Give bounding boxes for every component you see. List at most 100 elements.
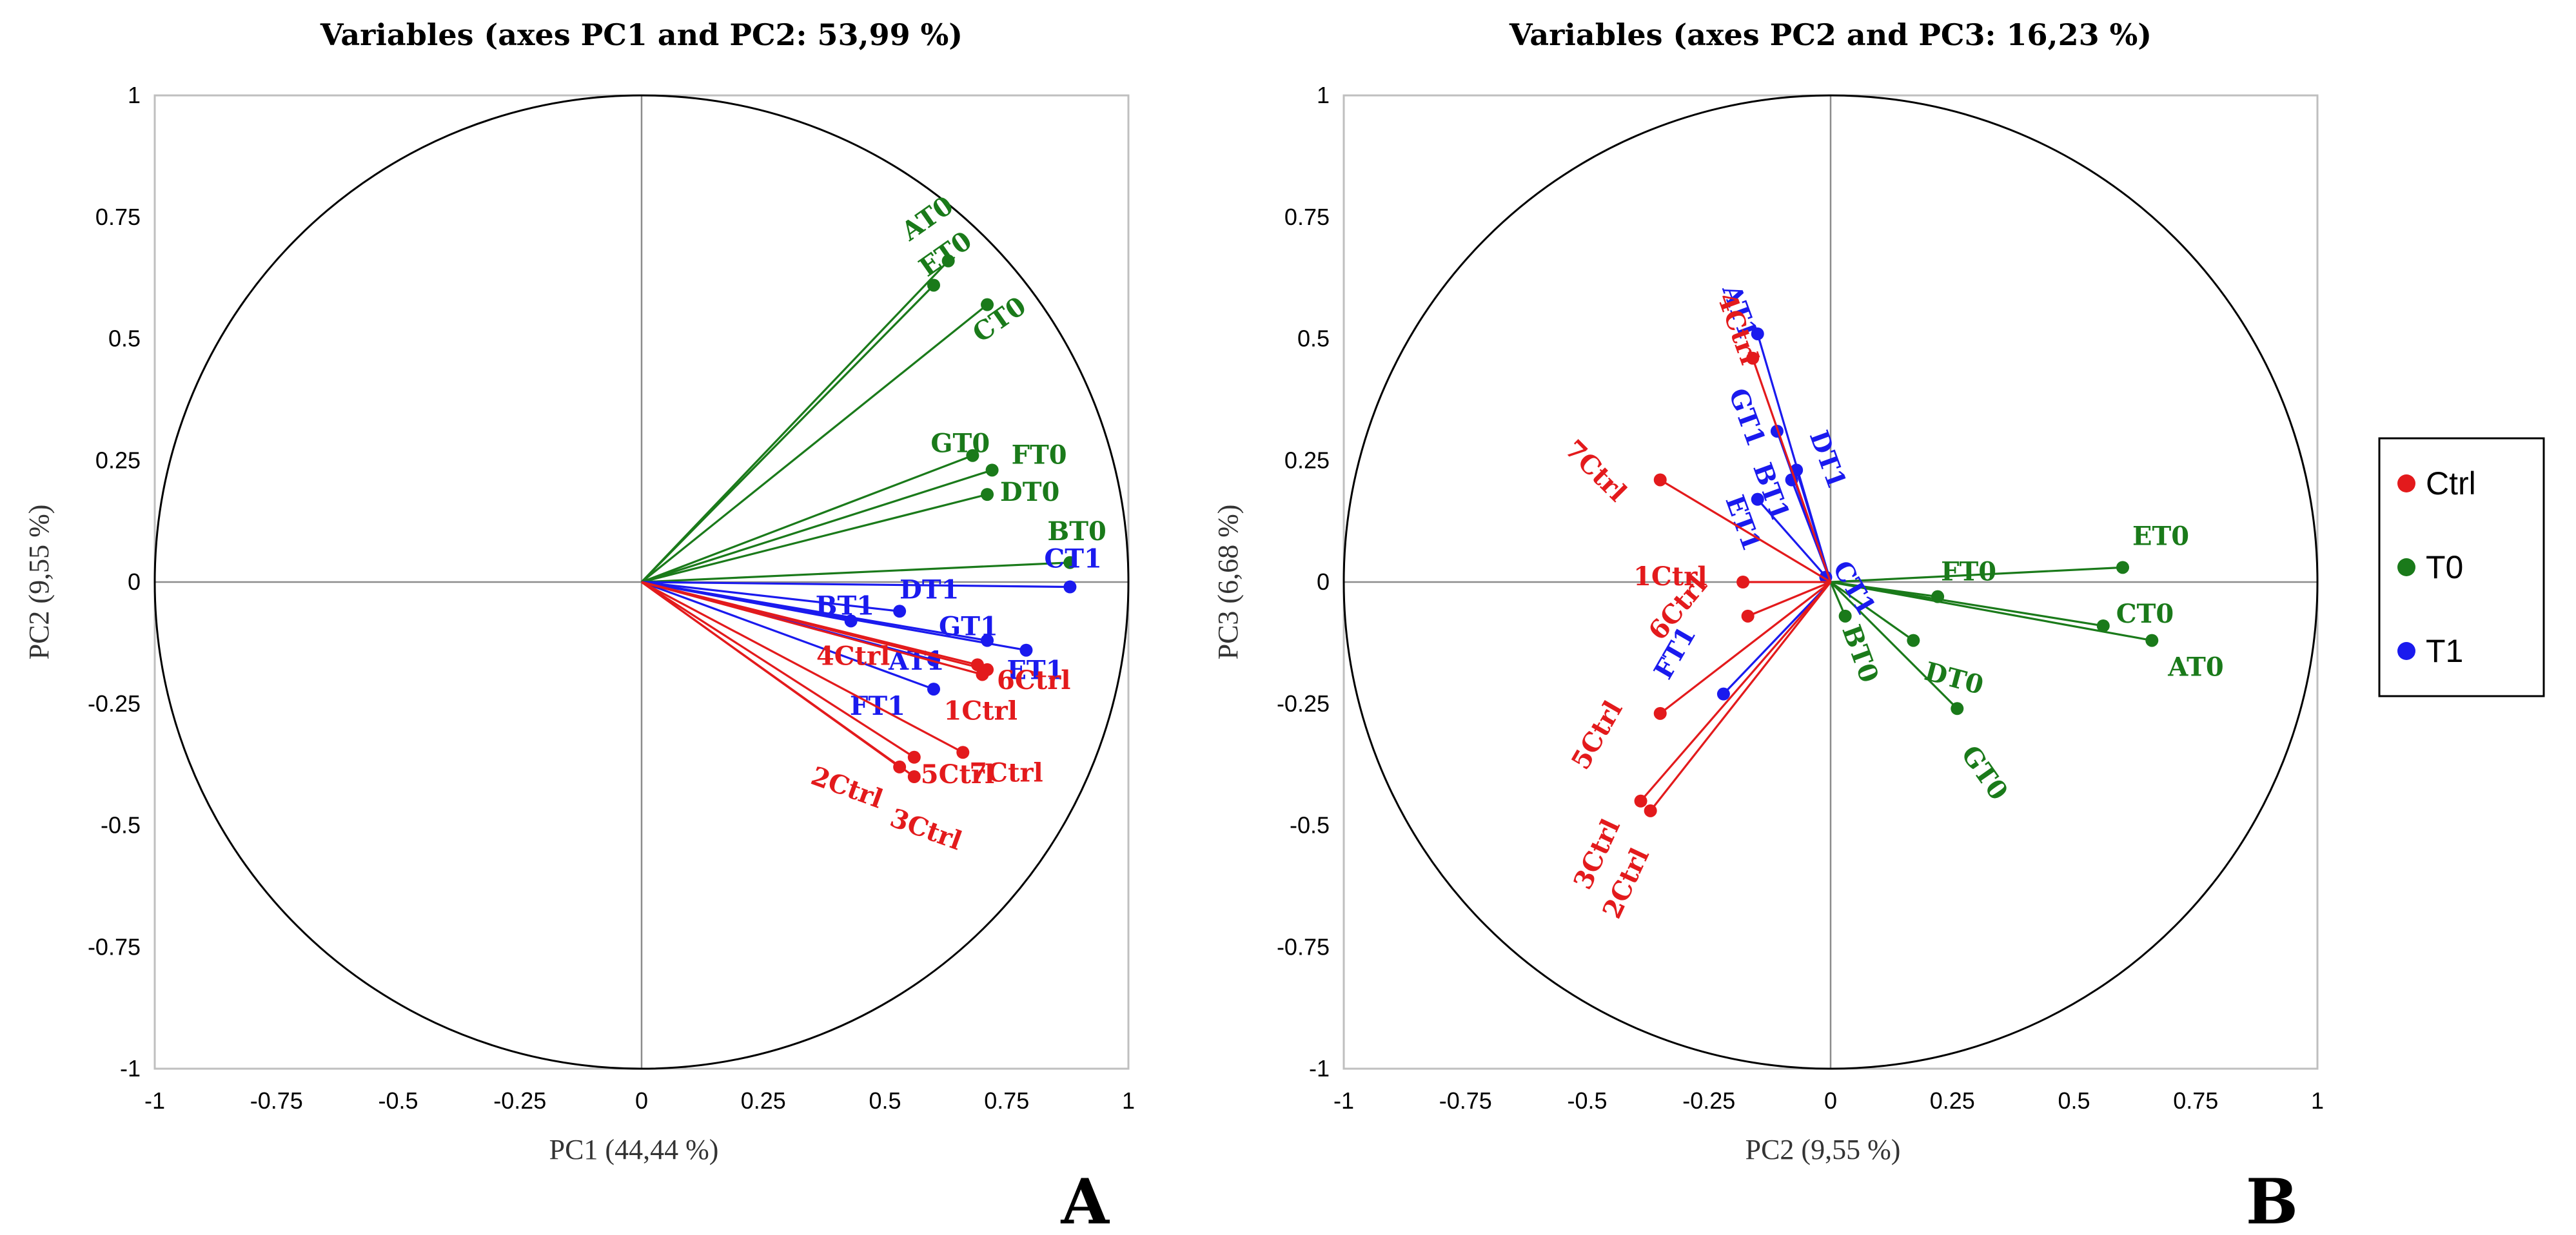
data-point [1644,804,1657,817]
x-axis-label: PC2 (9,55 %) [1745,1134,1901,1165]
loading-vector [641,581,915,759]
loading-vector [1830,566,2123,583]
data-point [981,298,994,311]
data-label: DT1 [1804,427,1853,493]
data-label: 6Ctrl [997,665,1070,695]
data-label: CT0 [2116,599,2174,629]
y-tick-label: 1 [128,82,141,108]
y-tick-label: -0.75 [1277,933,1330,960]
x-tick-label: 1 [2311,1087,2324,1114]
x-tick-label: -0.5 [1567,1087,1607,1114]
data-label: 5Ctrl [921,759,994,790]
data-point [927,278,940,292]
loading-vector [1751,358,1832,583]
data-point [1716,687,1730,701]
y-tick-label: -0.5 [101,812,141,839]
chart-title: Variables (axes PC2 and PC3: 16,23 %) [1509,17,2152,52]
loading-vector [1640,581,1832,802]
data-label: FT0 [1941,557,1996,587]
loading-vector [641,561,1070,583]
data-point [1751,492,1764,506]
data-label: 7Ctrl [969,757,1043,788]
data-label: BT0 [1047,516,1106,547]
data-label: CT0 [967,291,1032,349]
loading-vector [1830,581,2152,642]
legend-marker [2397,642,2415,660]
y-tick-label: -0.5 [1290,812,1330,839]
loading-vector [641,581,900,612]
loading-vector [641,581,1070,588]
data-label: DT0 [1922,656,1987,701]
data-label: 5Ctrl [1566,695,1629,775]
data-point [1931,590,1945,603]
loading-vector [641,581,978,666]
data-point [907,770,921,783]
data-point [1838,609,1852,623]
y-tick-label: 0.75 [95,204,141,230]
loading-vector [1830,581,1914,641]
x-tick-label: -0.75 [1439,1087,1492,1114]
y-tick-label: 0.75 [1284,204,1330,230]
y-tick-label: 0 [1317,569,1330,595]
x-tick-label: 0.25 [741,1087,786,1114]
x-tick-label: 0 [1824,1087,1837,1114]
y-tick-label: 0.5 [108,326,141,352]
y-tick-label: -0.25 [1277,690,1330,717]
data-point [1653,706,1667,720]
data-label: FT0 [1012,440,1067,470]
loading-vector [641,493,988,583]
data-point [927,683,940,696]
y-tick-label: 0.25 [1284,447,1330,473]
loading-vector [641,469,993,583]
data-point [1063,580,1077,594]
data-label: 1Ctrl [944,695,1018,726]
legend-label: T1 [2426,633,2463,669]
loading-vector [1829,581,1958,710]
chart-title: Variables (axes PC1 and PC2: 53,99 %) [320,17,963,52]
x-tick-label: -1 [1333,1087,1354,1114]
x-tick-label: 0.75 [984,1087,1029,1114]
loading-vector [641,581,1027,652]
y-tick-label: 1 [1317,82,1330,108]
legend-label: T0 [2426,549,2463,585]
data-point [2145,634,2159,647]
data-point [970,658,984,672]
data-point [1741,609,1755,623]
loading-vector [641,581,983,676]
data-label: BT0 [1836,621,1884,686]
loading-vector [1756,498,1832,583]
legend-marker [2397,558,2415,576]
x-tick-label: 0.5 [869,1087,901,1114]
x-tick-label: -1 [144,1087,165,1114]
data-label: ET1 [1007,656,1063,686]
panel-letter: B [2246,1165,2298,1235]
data-label: GT1 [1723,384,1772,450]
data-point [1751,327,1764,340]
legend: Ctrl T0 T1 [2378,437,2545,697]
loading-vector [1830,581,1938,598]
loading-vector [641,454,973,583]
data-label: 2Ctrl [807,761,887,814]
data-point [976,668,989,681]
loading-vector [1659,581,1831,715]
legend-marker [2397,474,2415,492]
chart-panel-b: Variables (axes PC2 and PC3: 16,23 %) -1 -… [1212,17,2324,1235]
correlation-circle [153,94,1130,1070]
panel-letter: A [1061,1165,1110,1235]
data-label: ET0 [2132,521,2189,551]
y-tick-label: 0 [128,569,141,595]
loading-vector [1659,479,1831,583]
x-tick-label: -0.5 [378,1087,418,1114]
loading-vector [641,581,915,778]
data-point [2096,619,2110,632]
data-label: CT1 [1044,544,1101,574]
loading-vector [641,581,934,690]
data-label: 7Ctrl [1559,434,1633,507]
x-tick-label: -0.25 [1682,1087,1735,1114]
loading-vector [1747,581,1831,618]
loading-vector [640,284,935,583]
x-tick-label: 0.25 [1930,1087,1975,1114]
x-tick-label: 0 [635,1087,648,1114]
data-point [966,449,979,462]
loading-vector [641,581,964,754]
